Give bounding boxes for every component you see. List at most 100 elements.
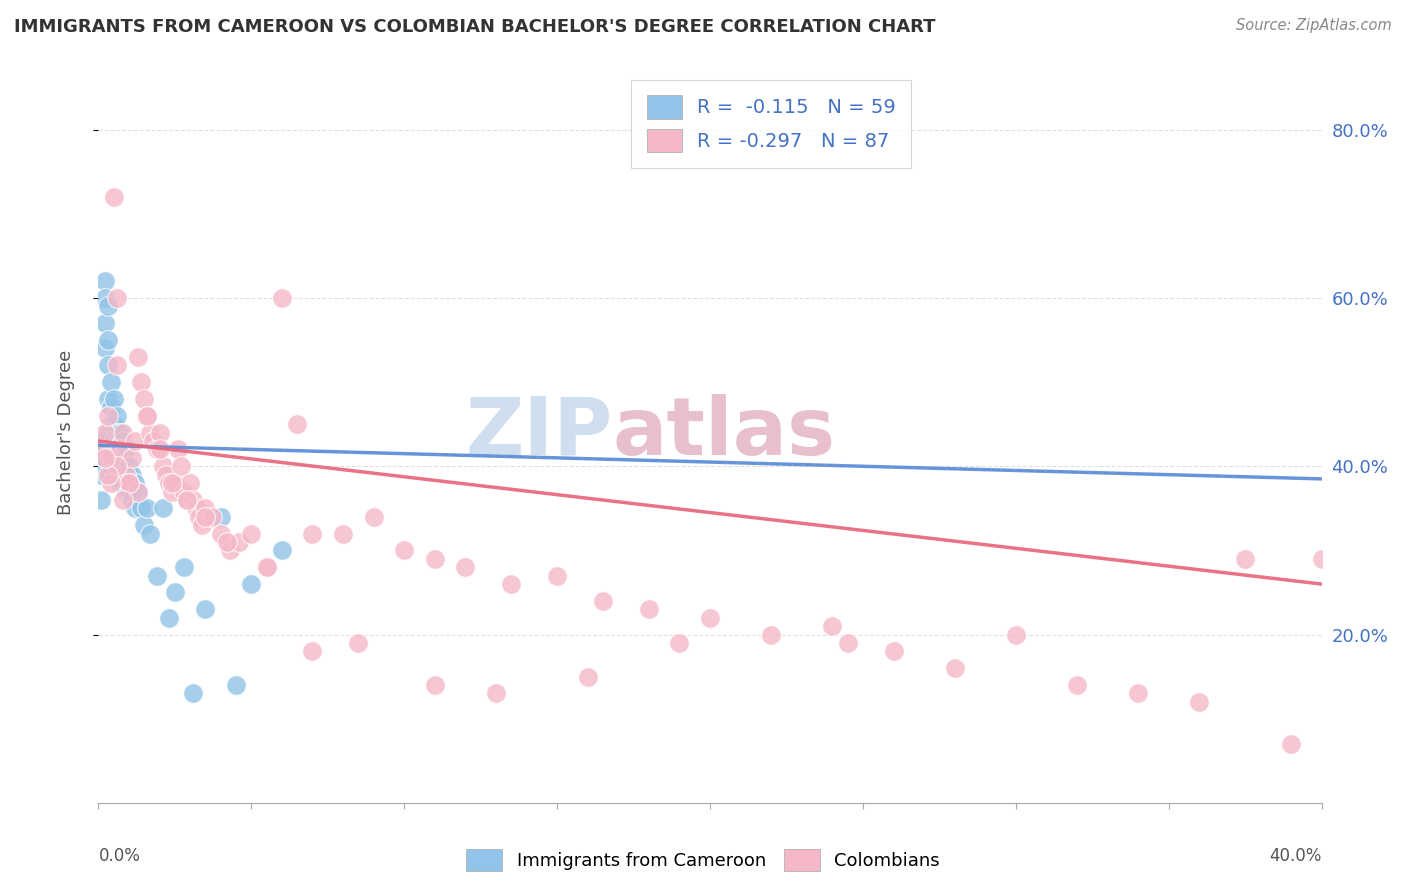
Legend: R =  -0.115   N = 59, R = -0.297   N = 87: R = -0.115 N = 59, R = -0.297 N = 87: [631, 79, 911, 168]
Point: [576, 670, 599, 684]
Point: [1004, 627, 1026, 641]
Point: [108, 442, 131, 457]
Point: [256, 560, 278, 574]
Point: [240, 577, 263, 591]
Point: [176, 492, 198, 507]
Text: ZIP: ZIP: [465, 393, 612, 472]
Point: [145, 442, 167, 457]
Point: [115, 459, 138, 474]
Point: [423, 678, 446, 692]
Point: [332, 526, 354, 541]
Point: [103, 417, 125, 432]
Point: [173, 560, 195, 574]
Point: [225, 678, 247, 692]
Point: [759, 627, 782, 641]
Point: [301, 644, 323, 658]
Point: [93, 316, 115, 330]
Point: [97, 333, 120, 347]
Point: [134, 518, 156, 533]
Point: [209, 509, 232, 524]
Point: [111, 492, 134, 507]
Point: [127, 484, 149, 499]
Point: [100, 450, 122, 465]
Point: [108, 476, 131, 491]
Point: [943, 661, 966, 675]
Point: [485, 686, 508, 700]
Point: [103, 434, 125, 448]
Point: [90, 467, 112, 482]
Point: [454, 560, 477, 574]
Point: [163, 476, 186, 491]
Point: [136, 501, 159, 516]
Point: [90, 442, 112, 457]
Point: [103, 392, 125, 406]
Point: [97, 359, 120, 373]
Point: [191, 518, 214, 533]
Point: [111, 425, 134, 440]
Point: [111, 476, 134, 491]
Point: [93, 274, 115, 288]
Point: [1234, 551, 1257, 566]
Point: [127, 350, 149, 364]
Point: [160, 484, 183, 499]
Point: [100, 401, 122, 415]
Text: IMMIGRANTS FROM CAMEROON VS COLOMBIAN BACHELOR'S DEGREE CORRELATION CHART: IMMIGRANTS FROM CAMEROON VS COLOMBIAN BA…: [14, 18, 935, 36]
Y-axis label: Bachelor's Degree: Bachelor's Degree: [56, 350, 75, 516]
Point: [270, 291, 292, 305]
Point: [170, 459, 193, 474]
Point: [152, 501, 174, 516]
Point: [1279, 737, 1302, 751]
Point: [668, 636, 690, 650]
Point: [100, 476, 122, 491]
Point: [121, 450, 143, 465]
Point: [105, 359, 128, 373]
Point: [105, 442, 128, 457]
Point: [200, 509, 222, 524]
Point: [240, 526, 263, 541]
Point: [90, 450, 112, 465]
Point: [136, 409, 159, 423]
Point: [105, 291, 128, 305]
Point: [97, 392, 120, 406]
Text: 40.0%: 40.0%: [1270, 847, 1322, 865]
Point: [228, 535, 250, 549]
Legend: Immigrants from Cameroon, Colombians: Immigrants from Cameroon, Colombians: [458, 842, 948, 879]
Point: [186, 501, 208, 516]
Point: [97, 467, 120, 482]
Point: [270, 543, 292, 558]
Point: [100, 459, 122, 474]
Point: [124, 434, 146, 448]
Point: [105, 459, 128, 474]
Point: [90, 434, 112, 448]
Point: [115, 467, 138, 482]
Point: [121, 492, 143, 507]
Point: [173, 484, 195, 499]
Point: [157, 610, 180, 624]
Point: [105, 409, 128, 423]
Point: [160, 476, 183, 491]
Point: [121, 467, 143, 482]
Point: [637, 602, 661, 616]
Point: [1128, 686, 1150, 700]
Point: [100, 417, 122, 432]
Point: [155, 467, 177, 482]
Point: [194, 602, 217, 616]
Point: [163, 585, 186, 599]
Point: [108, 425, 131, 440]
Point: [157, 476, 180, 491]
Point: [118, 459, 141, 474]
Point: [108, 442, 131, 457]
Point: [139, 526, 162, 541]
Point: [152, 459, 174, 474]
Point: [105, 459, 128, 474]
Point: [90, 492, 112, 507]
Point: [181, 492, 204, 507]
Point: [97, 425, 120, 440]
Point: [139, 425, 162, 440]
Point: [124, 476, 146, 491]
Point: [285, 417, 308, 432]
Point: [136, 409, 159, 423]
Point: [1188, 695, 1211, 709]
Point: [194, 509, 217, 524]
Point: [93, 342, 115, 356]
